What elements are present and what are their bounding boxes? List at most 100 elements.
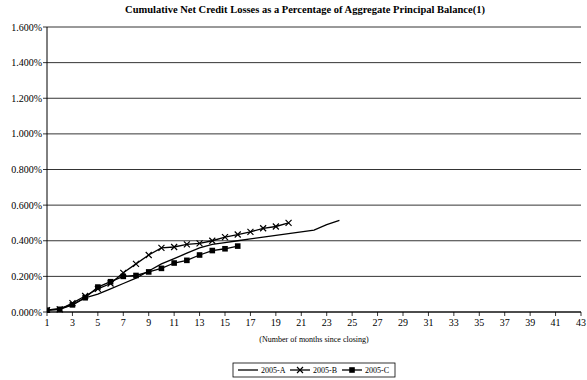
x-tick bbox=[403, 312, 404, 316]
marker-x bbox=[260, 225, 266, 231]
x-tick-label: 33 bbox=[449, 317, 459, 328]
x-tick bbox=[504, 312, 505, 316]
x-tick bbox=[581, 312, 582, 316]
marker-square bbox=[82, 295, 88, 301]
grid-line bbox=[47, 205, 581, 206]
legend-label: 2005-C bbox=[365, 366, 389, 375]
marker-x bbox=[209, 238, 215, 244]
y-tick bbox=[43, 169, 47, 170]
legend: 2005-A 2005-B 2005-C bbox=[233, 363, 395, 377]
x-tick bbox=[72, 312, 73, 316]
x-tick-label: 39 bbox=[525, 317, 535, 328]
x-tick bbox=[453, 312, 454, 316]
x-tick bbox=[326, 312, 327, 316]
marker-square bbox=[146, 269, 152, 275]
y-tick-label: 0.800% bbox=[11, 164, 42, 175]
x-tick-label: 29 bbox=[398, 317, 408, 328]
legend-line bbox=[238, 369, 258, 370]
x-axis bbox=[47, 312, 581, 313]
x-tick bbox=[555, 312, 556, 316]
x-tick-label: 27 bbox=[373, 317, 383, 328]
x-tick bbox=[352, 312, 353, 316]
x-tick-label: 19 bbox=[271, 317, 281, 328]
marker-x bbox=[286, 220, 292, 226]
marker-x bbox=[184, 241, 190, 247]
x-tick-label: 11 bbox=[169, 317, 179, 328]
marker-square bbox=[222, 246, 228, 252]
x-tick bbox=[250, 312, 251, 316]
x-tick-label: 25 bbox=[347, 317, 357, 328]
marker-x bbox=[158, 245, 164, 251]
legend-box bbox=[233, 363, 395, 377]
x-tick bbox=[199, 312, 200, 316]
marker-square bbox=[171, 260, 177, 266]
marker-square bbox=[57, 307, 63, 313]
chart: Cumulative Net Credit Losses as a Percen… bbox=[0, 0, 587, 380]
marker-square bbox=[133, 273, 139, 279]
legend-label: 2005-B bbox=[313, 366, 337, 375]
x-tick-label: 31 bbox=[423, 317, 433, 328]
marker-square bbox=[120, 274, 126, 280]
x-axis-label: (Number of months since closing) bbox=[259, 335, 369, 344]
marker-x bbox=[47, 307, 50, 313]
grid-line bbox=[47, 133, 581, 134]
marker-square bbox=[108, 279, 114, 285]
x-tick-label: 17 bbox=[245, 317, 255, 328]
x-tick-label: 21 bbox=[296, 317, 306, 328]
grid-line bbox=[47, 98, 581, 99]
marker-square bbox=[209, 248, 215, 254]
x-tick bbox=[301, 312, 302, 316]
x-tick bbox=[377, 312, 378, 316]
y-tick bbox=[43, 240, 47, 241]
marker-x bbox=[133, 261, 139, 267]
y-tick-label: 1.400% bbox=[11, 57, 42, 68]
x-tick bbox=[123, 312, 124, 316]
series-line bbox=[47, 223, 289, 310]
y-tick bbox=[43, 27, 47, 28]
y-tick-label: 1.600% bbox=[11, 22, 42, 33]
x-tick-label: 35 bbox=[474, 317, 484, 328]
x-tick bbox=[530, 312, 531, 316]
grid-line bbox=[47, 240, 581, 241]
x-tick-label: 9 bbox=[146, 317, 151, 328]
marker-square bbox=[47, 307, 50, 313]
x-tick bbox=[428, 312, 429, 316]
marker-x bbox=[222, 234, 228, 240]
marker-x bbox=[146, 252, 152, 258]
grid-line bbox=[47, 27, 581, 28]
y-tick-label: 1.000% bbox=[11, 128, 42, 139]
series-line bbox=[47, 246, 238, 310]
series-line bbox=[47, 220, 339, 310]
y-tick-label: 0.400% bbox=[11, 235, 42, 246]
marker-x bbox=[197, 240, 203, 246]
y-tick-label: 0.000% bbox=[11, 307, 42, 318]
grid-line bbox=[47, 312, 581, 313]
x-tick-label: 1 bbox=[45, 317, 50, 328]
marker-square bbox=[197, 252, 203, 258]
y-tick bbox=[43, 276, 47, 277]
marker-square bbox=[95, 284, 101, 290]
x-tick bbox=[479, 312, 480, 316]
y-tick-label: 1.200% bbox=[11, 93, 42, 104]
x-tick-label: 43 bbox=[576, 317, 586, 328]
y-tick bbox=[43, 98, 47, 99]
y-axis bbox=[47, 27, 48, 312]
y-tick bbox=[43, 205, 47, 206]
x-tick bbox=[97, 312, 98, 316]
x-tick bbox=[148, 312, 149, 316]
x-tick-label: 23 bbox=[322, 317, 332, 328]
legend-label: 2005-A bbox=[261, 366, 286, 375]
marker-x bbox=[235, 232, 241, 238]
data-group bbox=[47, 220, 339, 313]
x-tick-label: 37 bbox=[500, 317, 510, 328]
marker-square bbox=[184, 258, 190, 264]
y-tick bbox=[43, 312, 47, 313]
y-tick-label: 0.600% bbox=[11, 200, 42, 211]
x-tick-label: 41 bbox=[551, 317, 561, 328]
grid-line bbox=[47, 62, 581, 63]
marker-square bbox=[70, 302, 76, 308]
x-tick bbox=[174, 312, 175, 316]
x-tick-label: 15 bbox=[220, 317, 230, 328]
x-tick-label: 3 bbox=[70, 317, 75, 328]
grid-line bbox=[47, 169, 581, 170]
